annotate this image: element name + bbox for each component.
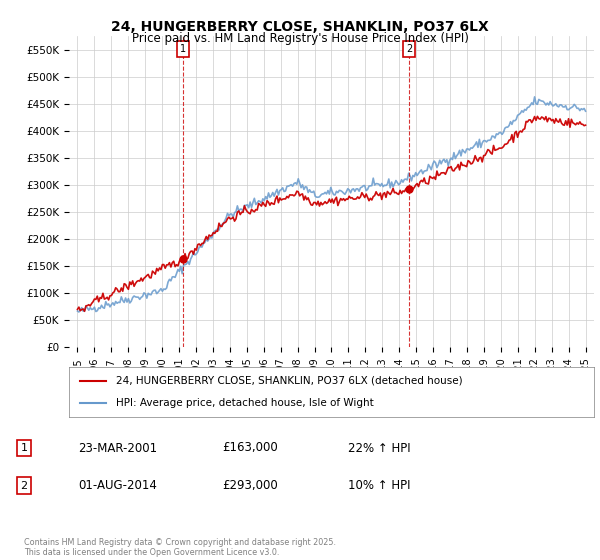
Text: 1: 1 bbox=[180, 44, 186, 54]
Text: 10% ↑ HPI: 10% ↑ HPI bbox=[348, 479, 410, 492]
Text: 24, HUNGERBERRY CLOSE, SHANKLIN, PO37 6LX (detached house): 24, HUNGERBERRY CLOSE, SHANKLIN, PO37 6L… bbox=[116, 376, 463, 386]
Text: 2: 2 bbox=[406, 44, 412, 54]
Text: £293,000: £293,000 bbox=[222, 479, 278, 492]
Text: Contains HM Land Registry data © Crown copyright and database right 2025.
This d: Contains HM Land Registry data © Crown c… bbox=[24, 538, 336, 557]
Text: 24, HUNGERBERRY CLOSE, SHANKLIN, PO37 6LX: 24, HUNGERBERRY CLOSE, SHANKLIN, PO37 6L… bbox=[111, 20, 489, 34]
Text: £163,000: £163,000 bbox=[222, 441, 278, 455]
Text: 23-MAR-2001: 23-MAR-2001 bbox=[78, 441, 157, 455]
Text: HPI: Average price, detached house, Isle of Wight: HPI: Average price, detached house, Isle… bbox=[116, 398, 374, 408]
Text: 2: 2 bbox=[20, 480, 28, 491]
Text: 22% ↑ HPI: 22% ↑ HPI bbox=[348, 441, 410, 455]
Text: 1: 1 bbox=[20, 443, 28, 453]
Text: 01-AUG-2014: 01-AUG-2014 bbox=[78, 479, 157, 492]
Text: Price paid vs. HM Land Registry's House Price Index (HPI): Price paid vs. HM Land Registry's House … bbox=[131, 32, 469, 45]
